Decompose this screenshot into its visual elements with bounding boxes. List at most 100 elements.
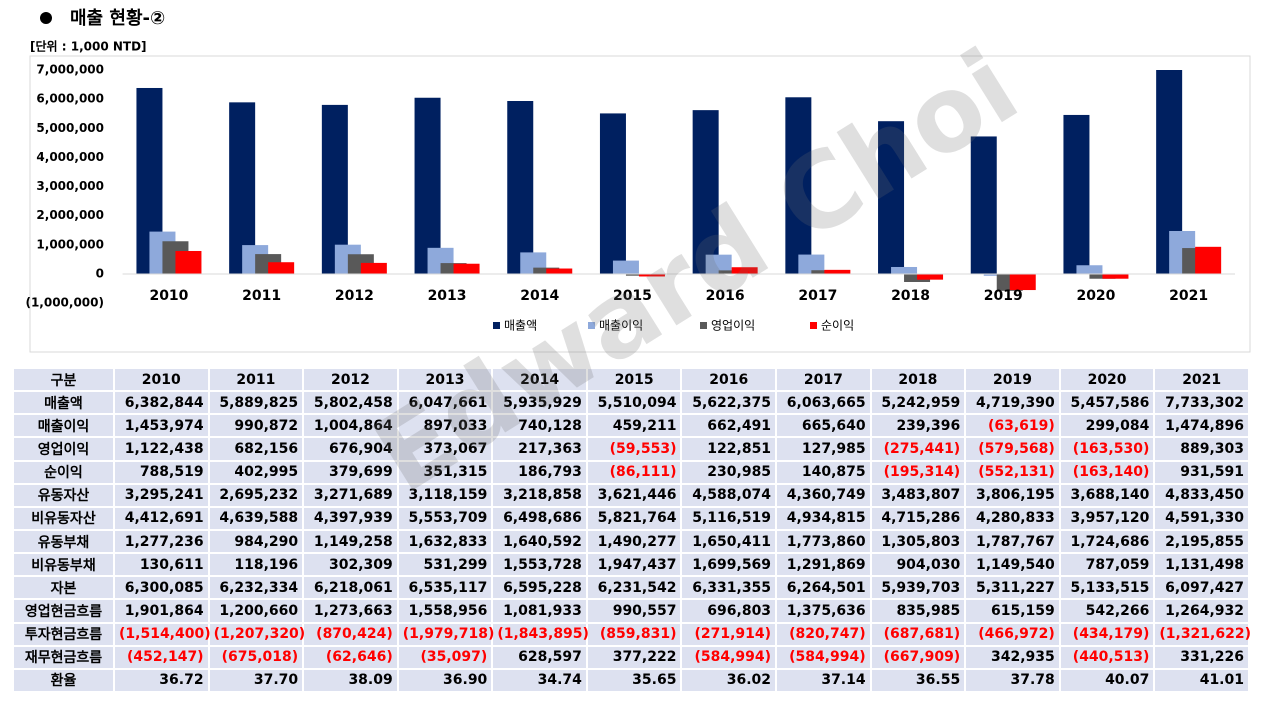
- table-cell: 130,611: [113, 552, 210, 578]
- bar: [268, 262, 295, 274]
- table-cell: 1,149,258: [302, 528, 399, 555]
- table-cell: 비유동자산: [12, 505, 115, 531]
- table-cell: (1,207,320): [207, 621, 305, 647]
- table-cell: 1,264,932: [1153, 598, 1250, 624]
- table-cell: 1,149,540: [964, 552, 1061, 578]
- table-cell: (579,568): [964, 436, 1061, 462]
- bar: [175, 250, 202, 274]
- table-cell: (271,914): [680, 621, 778, 647]
- table-cell: 비유동부채: [12, 552, 115, 578]
- bar: [824, 269, 851, 274]
- table-row: 영업이익 1,122,438 682,156 676,904 373,067 217,36…: [12, 436, 1250, 462]
- legend-label: 매출이익: [599, 319, 643, 333]
- bar: [546, 268, 573, 274]
- table-cell: 1,558,956: [396, 598, 494, 624]
- table-cell: (859,831): [585, 621, 683, 647]
- table-cell: 615,159: [964, 598, 1061, 624]
- table-row: 구분 2010 2011 2012 2013 2014 2015 2016 2017 2018 20…: [12, 366, 1250, 393]
- bar: [1063, 114, 1090, 274]
- table-cell: (195,314): [869, 459, 967, 485]
- table-cell: 682,156: [207, 436, 305, 462]
- table-cell: (452,147): [113, 644, 210, 670]
- table-cell: 6,535,117: [396, 575, 494, 601]
- table-cell: (552,131): [964, 459, 1061, 485]
- table-cell: (1,514,400): [113, 621, 211, 647]
- table-cell: 5,821,764: [585, 505, 683, 531]
- table-cell: 990,872: [207, 413, 305, 439]
- table-cell: 4,588,074: [680, 482, 778, 508]
- bar: [638, 273, 665, 277]
- table-cell: 1,640,592: [491, 528, 588, 555]
- table-cell: 5,622,375: [680, 390, 778, 416]
- table-cell: 35.65: [585, 667, 683, 694]
- bar: [785, 97, 812, 274]
- table-cell: 897,033: [396, 413, 494, 439]
- table-cell: 665,640: [775, 413, 872, 439]
- x-tick-label: 2014: [520, 288, 559, 304]
- x-tick-label: 2019: [984, 288, 1023, 304]
- table-cell: 217,363: [491, 436, 588, 462]
- bar: [891, 266, 918, 274]
- y-tick-label: 1,000,000: [36, 237, 104, 251]
- y-tick-label: 0: [96, 266, 104, 280]
- table-cell: 628,597: [491, 644, 588, 670]
- table-cell: 2017: [775, 366, 872, 393]
- table-cell: (62,646): [302, 644, 399, 670]
- table-cell: 6,231,542: [585, 575, 683, 601]
- bar: [970, 136, 997, 274]
- table-cell: 5,553,709: [396, 505, 494, 531]
- table-cell: 3,118,159: [396, 482, 494, 508]
- table-cell: 351,315: [396, 459, 494, 485]
- table-cell: 122,851: [680, 436, 778, 462]
- table-cell: 6,232,334: [207, 575, 305, 601]
- table-cell: 835,985: [869, 598, 967, 624]
- bar: [612, 260, 639, 274]
- table-cell: 34.74: [491, 667, 588, 694]
- table-cell: 5,802,458: [302, 390, 399, 416]
- x-tick-label: 2016: [706, 288, 745, 304]
- y-tick-label: 7,000,000: [36, 63, 104, 77]
- table-cell: (63,619): [964, 413, 1061, 439]
- x-tick-label: 2010: [149, 288, 188, 304]
- table-cell: 5,457,586: [1058, 390, 1156, 416]
- legend-swatch: [700, 322, 707, 329]
- table-cell: (86,111): [585, 459, 683, 485]
- table-cell: 6,063,665: [775, 390, 872, 416]
- table-cell: 1,453,974: [113, 413, 210, 439]
- table-cell: 투자현금흐름: [12, 621, 115, 647]
- table-cell: 904,030: [869, 552, 967, 578]
- table-cell: 1,490,277: [585, 528, 683, 555]
- bar: [1102, 273, 1129, 279]
- table-cell: 2016: [680, 366, 778, 393]
- table-cell: 영업이익: [12, 436, 115, 462]
- table-cell: 5,935,929: [491, 390, 588, 416]
- table-cell: 2015: [585, 366, 683, 393]
- table-row: 환율 36.72 37.70 38.09 36.90 34.74 35.65 36.02 37.…: [12, 667, 1250, 694]
- table-cell: 6,047,661: [396, 390, 494, 416]
- table-cell: 3,957,120: [1058, 505, 1156, 531]
- table-cell: 37.14: [775, 667, 872, 694]
- table-row: 투자현금흐름 (1,514,400) (1,207,320) (870,424) (1,…: [12, 621, 1251, 647]
- table-row: 순이익 788,519 402,995 379,699 351,315 186,793 (8…: [12, 459, 1250, 485]
- table-cell: 662,491: [680, 413, 778, 439]
- table-cell: 2020: [1058, 366, 1156, 393]
- table-cell: 186,793: [491, 459, 588, 485]
- table-cell: 5,116,519: [680, 505, 778, 531]
- table-row: 매출이익 1,453,974 990,872 1,004,864 897,033 740,…: [12, 413, 1250, 439]
- table-cell: 3,295,241: [113, 482, 210, 508]
- table-cell: 331,226: [1153, 644, 1250, 670]
- table-row: 영업현금흐름 1,901,864 1,200,660 1,273,663 1,558,9…: [12, 598, 1250, 624]
- bar: [453, 263, 480, 274]
- table-cell: 6,382,844: [113, 390, 210, 416]
- table-cell: 1,947,437: [585, 552, 683, 578]
- unit-label: [단위 : 1,000 NTD]: [30, 39, 147, 54]
- y-tick-label: 4,000,000: [36, 150, 104, 164]
- table-cell: 유동부채: [12, 528, 115, 555]
- table-cell: 2013: [396, 366, 494, 393]
- y-tick-label: 2,000,000: [36, 208, 104, 222]
- chart: 매출 현황-② [단위 : 1,000 NTD] (1,000,000) 0 1,0…: [25, 8, 1251, 353]
- table-row: 유동부채 1,277,236 984,290 1,149,258 1,632,833 1,…: [12, 528, 1250, 555]
- table-cell: 3,218,858: [491, 482, 588, 508]
- page-title: 매출 현황-②: [70, 8, 165, 29]
